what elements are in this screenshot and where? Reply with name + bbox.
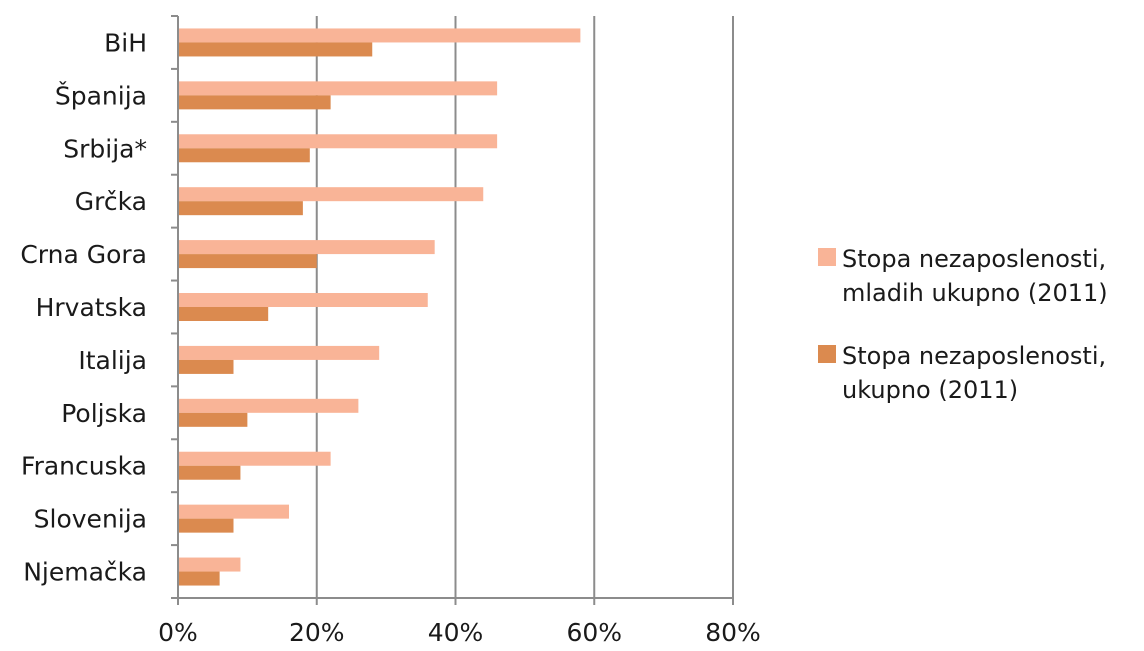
legend-swatch xyxy=(818,345,836,363)
x-tick-label: 60% xyxy=(566,618,622,647)
bars xyxy=(178,28,581,586)
category-labels: BiH Španija Srbija* Grčka Crna Gora Hrvatska I… xyxy=(20,28,147,586)
axes xyxy=(171,15,734,605)
bar-youth-unemployment xyxy=(178,557,241,572)
bar-youth-unemployment xyxy=(178,293,428,307)
bar-youth-unemployment xyxy=(178,134,498,149)
bar-youth-unemployment xyxy=(178,187,484,202)
legend-label: ukupno (2011) xyxy=(842,376,1018,404)
category-label: Hrvatska xyxy=(36,293,147,322)
bar-youth-unemployment xyxy=(178,398,359,413)
category-label: Španija xyxy=(55,80,147,110)
category-label: Grčka xyxy=(75,187,147,216)
legend-label: Stopa nezaposlenosti, xyxy=(842,245,1106,273)
category-label: BiH xyxy=(104,28,147,57)
bar-total-unemployment xyxy=(178,42,373,57)
x-tick-label: 0% xyxy=(158,618,198,647)
category-label: Crna Gora xyxy=(20,240,147,269)
legend-swatch xyxy=(818,248,836,266)
legend: Stopa nezaposlenosti, mladih ukupno (2011… xyxy=(818,245,1108,404)
bar-total-unemployment xyxy=(178,95,331,110)
category-label: Njemačka xyxy=(23,558,147,587)
category-label: Francuska xyxy=(21,452,147,481)
x-tick-label: 80% xyxy=(705,618,761,647)
bar-youth-unemployment xyxy=(178,240,435,255)
bar-total-unemployment xyxy=(178,571,220,586)
bar-youth-unemployment xyxy=(178,504,289,519)
bar-youth-unemployment xyxy=(178,28,581,43)
bar-youth-unemployment xyxy=(178,345,380,360)
bar-total-unemployment xyxy=(178,359,234,374)
category-label: Slovenija xyxy=(34,505,147,534)
bar-total-unemployment xyxy=(178,518,234,533)
x-tick-labels: 0% 20% 40% 60% 80% xyxy=(158,618,761,647)
bar-total-unemployment xyxy=(178,465,241,480)
bar-youth-unemployment xyxy=(178,451,331,466)
bar-total-unemployment xyxy=(178,307,269,321)
x-tick-label: 20% xyxy=(289,618,345,647)
category-label: Italija xyxy=(78,346,147,375)
bar-youth-unemployment xyxy=(178,81,498,96)
bar-total-unemployment xyxy=(178,254,317,269)
category-label: Poljska xyxy=(61,399,147,428)
bar-total-unemployment xyxy=(178,148,310,163)
bar-total-unemployment xyxy=(178,412,248,427)
legend-label: mladih ukupno (2011) xyxy=(842,279,1108,307)
category-label: Srbija* xyxy=(63,134,147,163)
legend-label: Stopa nezaposlenosti, xyxy=(842,342,1106,370)
bar-total-unemployment xyxy=(178,201,303,216)
x-tick-label: 40% xyxy=(428,618,484,647)
